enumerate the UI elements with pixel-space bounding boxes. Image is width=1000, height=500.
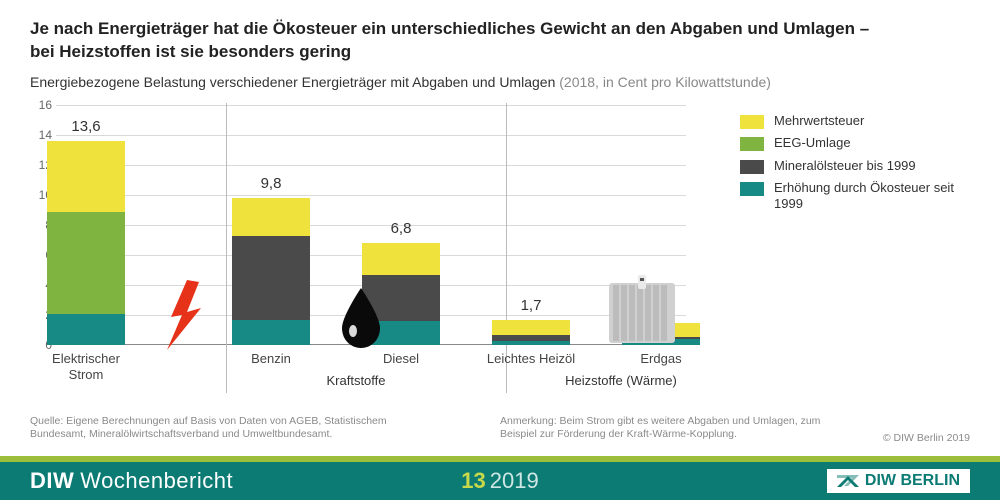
legend-item: Mehrwertsteuer <box>740 113 970 129</box>
bar-segment-oeko <box>492 341 570 345</box>
footer-bar: DIWWochenbericht 132019 DIW BERLIN <box>0 456 1000 500</box>
bar-segment-oeko <box>622 339 700 345</box>
note-text: Anmerkung: Beim Strom gibt es weitere Ab… <box>500 415 830 442</box>
group-divider <box>226 103 227 393</box>
bar: 6,8 <box>362 243 440 345</box>
grid-line <box>56 225 686 226</box>
bar-segment-oeko <box>47 314 125 346</box>
group-label: Kraftstoffe <box>286 373 426 388</box>
brand-bold: DIW <box>30 468 74 493</box>
legend-swatch <box>740 160 764 174</box>
bar-segment-mineraloel <box>232 236 310 320</box>
bar-segment-oeko <box>232 320 310 346</box>
logo-text: DIW BERLIN <box>865 472 960 490</box>
legend-item: Mineralölsteuer bis 1999 <box>740 158 970 174</box>
chart-area: 024681012141613,6ElektrischerStrom9,8Ben… <box>30 105 970 405</box>
y-tick-label: 14 <box>32 128 52 142</box>
bar-segment-mineraloel <box>362 275 440 322</box>
bar: 9,8 <box>232 198 310 345</box>
source-text: Quelle: Eigene Berechnungen auf Basis vo… <box>30 415 400 442</box>
bar-value-label: 1,5 <box>651 300 672 317</box>
x-category-label: Erdgas <box>606 351 716 367</box>
copyright-text: © DIW Berlin 2019 <box>883 432 970 444</box>
bar: 13,6 <box>47 141 125 345</box>
bar: 1,5 <box>622 323 700 346</box>
x-category-label: ElektrischerStrom <box>31 351 141 384</box>
bar-segment-mehrwertsteuer <box>232 198 310 236</box>
legend-label: Mineralölsteuer bis 1999 <box>774 158 916 174</box>
title-line-2: bei Heizstoffen ist sie besonders gering <box>30 42 351 61</box>
grid-line <box>56 135 686 136</box>
legend-swatch <box>740 182 764 196</box>
x-category-label: Diesel <box>346 351 456 367</box>
bar-segment-mehrwertsteuer <box>362 243 440 275</box>
legend-label: Erhöhung durch Ökosteuer seit 1999 <box>774 180 970 213</box>
subtitle-note: (2018, in Cent pro Kilowattstunde) <box>555 74 771 90</box>
bar-value-label: 13,6 <box>71 118 100 135</box>
grid-line <box>56 105 686 106</box>
x-category-label: Benzin <box>216 351 326 367</box>
plot-region: 024681012141613,6ElektrischerStrom9,8Ben… <box>56 105 686 345</box>
footer-brand: DIWWochenbericht <box>30 468 233 494</box>
grid-line <box>56 165 686 166</box>
footer-issue: 132019 <box>461 468 538 494</box>
x-category-label: Leichtes Heizöl <box>476 351 586 367</box>
footer-logo: DIW BERLIN <box>827 469 970 493</box>
bar-segment-mehrwertsteuer <box>622 323 700 337</box>
grid-line <box>56 195 686 196</box>
brand-light: Wochenbericht <box>80 468 233 493</box>
legend: Mehrwertsteuer EEG-Umlage Mineralölsteuer … <box>740 113 970 218</box>
legend-label: EEG-Umlage <box>774 135 851 151</box>
legend-label: Mehrwertsteuer <box>774 113 864 129</box>
legend-item: EEG-Umlage <box>740 135 970 151</box>
legend-swatch <box>740 137 764 151</box>
group-label: Heizstoffe (Wärme) <box>551 373 691 388</box>
bar-value-label: 1,7 <box>521 297 542 314</box>
issue-number: 13 <box>461 468 485 493</box>
bar-segment-oeko <box>362 321 440 345</box>
chart-title: Je nach Energieträger hat die Ökosteuer … <box>30 18 970 64</box>
issue-year: 2019 <box>490 468 539 493</box>
group-divider <box>506 103 507 393</box>
title-line-1: Je nach Energieträger hat die Ökosteuer … <box>30 19 869 38</box>
bar-value-label: 9,8 <box>261 175 282 192</box>
legend-item: Erhöhung durch Ökosteuer seit 1999 <box>740 180 970 213</box>
subtitle-main: Energiebezogene Belastung verschiedener … <box>30 74 555 90</box>
logo-mark-icon <box>837 474 859 488</box>
bar-value-label: 6,8 <box>391 220 412 237</box>
y-tick-label: 16 <box>32 98 52 112</box>
bar-segment-eeg <box>47 212 125 314</box>
bar-segment-mehrwertsteuer <box>492 320 570 335</box>
bar-segment-mineraloel <box>492 335 570 342</box>
legend-swatch <box>740 115 764 129</box>
bar-segment-mehrwertsteuer <box>47 141 125 212</box>
chart-subtitle: Energiebezogene Belastung verschiedener … <box>30 74 970 90</box>
bar: 1,7 <box>492 320 570 346</box>
